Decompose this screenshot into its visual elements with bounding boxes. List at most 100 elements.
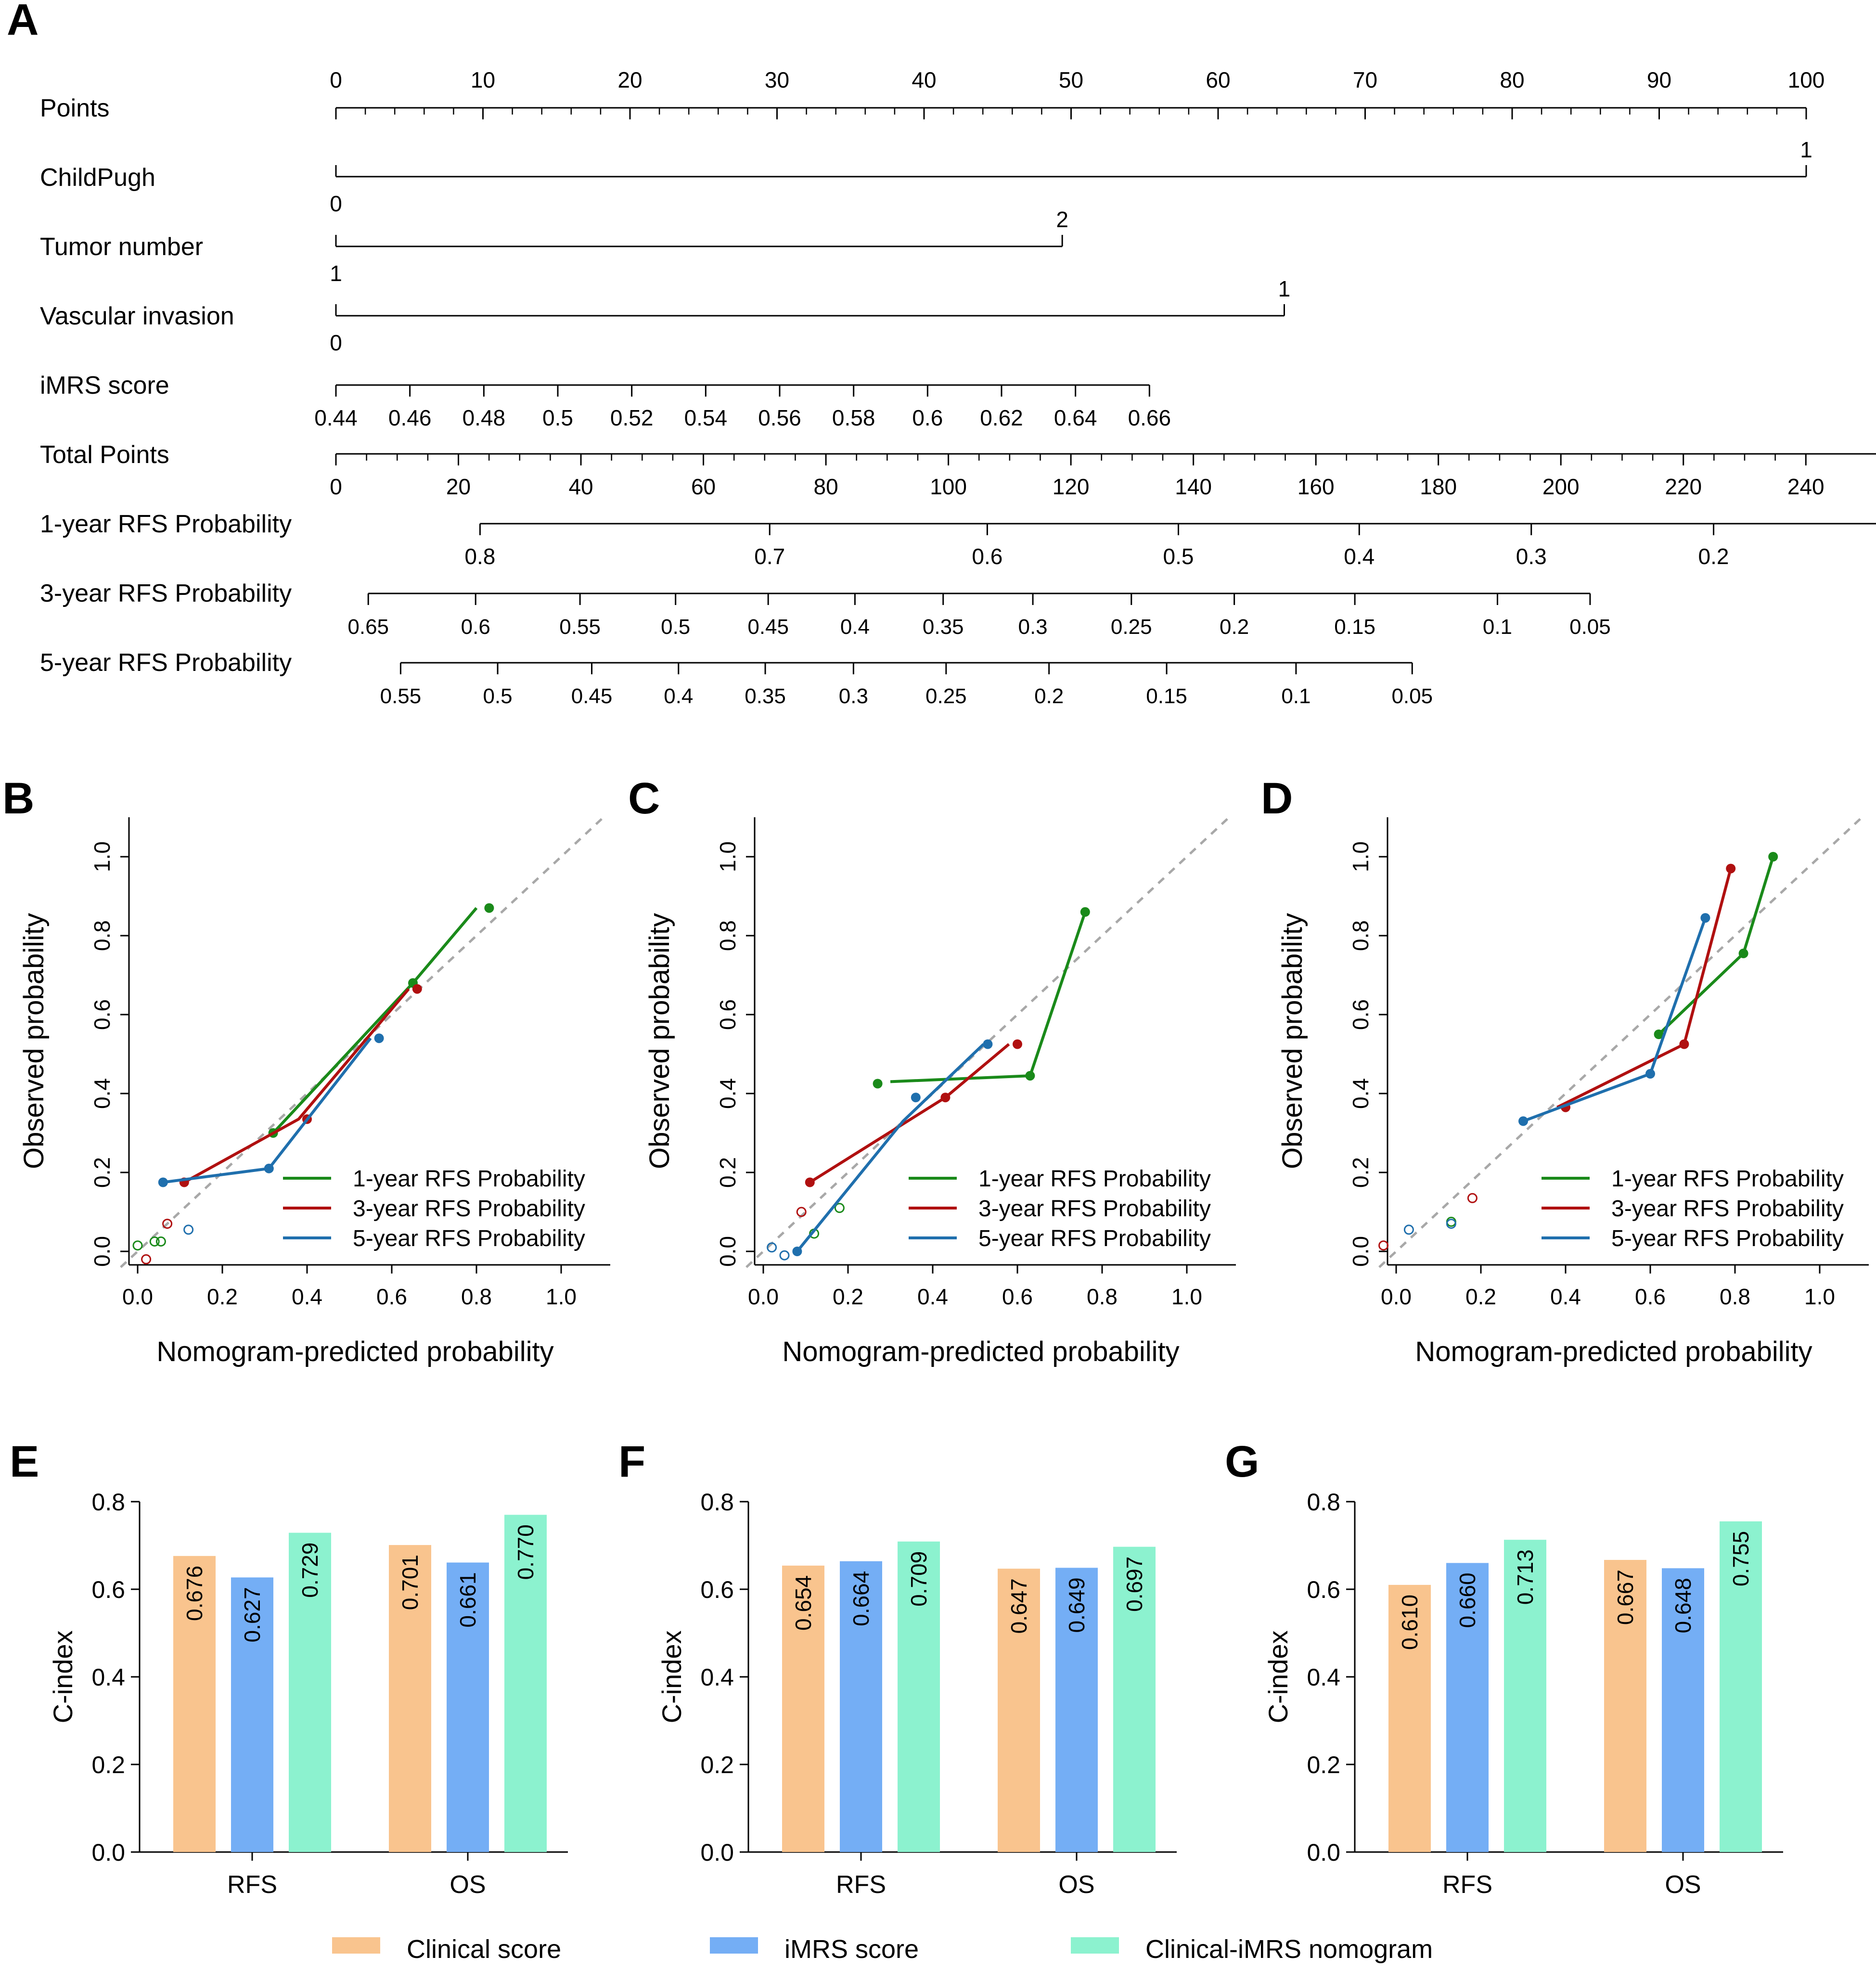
nomogram-tick-label-imrs: 0.64 — [1054, 405, 1097, 430]
x-tick-label: OS — [1058, 1871, 1094, 1899]
nomogram-tick-label-points: 70 — [1353, 67, 1377, 92]
series-point — [1738, 948, 1748, 958]
nomogram-tick-label-imrs: 0.54 — [684, 405, 728, 430]
series-point — [1518, 1116, 1528, 1126]
bar-rfs-2 — [231, 1577, 273, 1852]
nomogram-tick-label-rfs3: 0.25 — [1111, 615, 1152, 639]
series-point — [1645, 1069, 1655, 1079]
nomogram-tick-label-imrs: 0.5 — [542, 405, 573, 430]
y-tick-label: 0.2 — [715, 1157, 740, 1188]
x-tick-label: 0.6 — [1002, 1284, 1033, 1309]
nomogram-tick-label-points: 60 — [1206, 67, 1230, 92]
nomogram-tick-label-rfs3: 0.2 — [1220, 615, 1249, 639]
series-open-point — [796, 1207, 807, 1217]
y-tick-label: 0.2 — [1307, 1751, 1340, 1778]
nomogram-tick-label-vascular: 1 — [1278, 276, 1291, 301]
y-tick-label: 1.0 — [1348, 841, 1373, 872]
x-tick-label: 0.0 — [748, 1284, 779, 1309]
nomogram-row-label-total: Total Points — [40, 441, 169, 469]
nomogram-tick-label-rfs3: 0.6 — [461, 615, 490, 639]
x-tick-label: 0.6 — [376, 1284, 407, 1309]
series-line-2 — [183, 988, 410, 1184]
y-tick-label: 0.8 — [91, 1489, 125, 1516]
series-open-point — [162, 1219, 173, 1229]
x-tick-label: 1.0 — [546, 1284, 577, 1309]
bar-value-label: 0.647 — [1006, 1578, 1031, 1634]
series-open-point — [132, 1240, 143, 1251]
series-open-point — [155, 1236, 166, 1247]
nomogram-tick-label-total: 20 — [446, 474, 471, 499]
bar-value-label: 0.660 — [1455, 1572, 1480, 1628]
y-tick-label: 0.4 — [1307, 1664, 1340, 1691]
bar-value-label: 0.667 — [1613, 1570, 1638, 1625]
nomogram-tick-label-total: 120 — [1053, 474, 1090, 499]
nomogram-row-label-tumor: Tumor number — [40, 233, 203, 261]
ideal-line — [1378, 816, 1863, 1268]
nomogram-tick-label-rfs3: 0.55 — [559, 615, 601, 639]
series-point — [1700, 913, 1710, 923]
nomogram-tick-label-total: 80 — [813, 474, 838, 499]
x-tick-label: RFS — [836, 1871, 886, 1899]
calibration-panel-b: B 0.0 0.2 0.4 0.6 0.8 1.0 0.0 0.2 0.4 0.6 0.8 1.0 Nom… — [2, 774, 610, 1367]
bar-os-2 — [1055, 1568, 1098, 1852]
legend-label-1: 1-year RFS Probability — [353, 1166, 585, 1192]
nomogram-tick-label-rfs5: 0.5 — [483, 684, 512, 708]
x-tick-label: 0.8 — [1720, 1284, 1750, 1309]
nomogram-tick-label-rfs3: 0.35 — [923, 615, 964, 639]
nomogram-tick-label-rfs5: 0.2 — [1034, 684, 1064, 708]
bar-value-label: 0.729 — [297, 1543, 322, 1598]
nomogram-tick-label-imrs: 0.6 — [912, 405, 943, 430]
y-tick-label: 0.4 — [1348, 1078, 1373, 1109]
nomogram-tick-label-rfs3: 0.4 — [840, 615, 870, 639]
nomogram-tick-label-imrs: 0.66 — [1128, 405, 1171, 430]
y-axis-title: C-index — [48, 1631, 78, 1724]
y-axis-title: C-index — [656, 1631, 687, 1724]
series-point — [1080, 907, 1090, 917]
nomogram-tick-label-total: 180 — [1420, 474, 1457, 499]
nomogram-tick-label-total: 100 — [930, 474, 967, 499]
nomogram-tick-label-points: 90 — [1647, 67, 1671, 92]
nomogram-tick-label-total: 200 — [1542, 474, 1580, 499]
bar-value-label: 0.709 — [906, 1551, 931, 1607]
panel-label-d: D — [1261, 774, 1293, 823]
bar-panel-g: G 0.0 0.2 0.4 0.6 0.8 C-index 0.610 0.660 0.713 RF… — [1225, 1437, 1783, 1899]
bar-panel-f: F 0.0 0.2 0.4 0.6 0.8 C-index 0.654 0.664 0.709 RF… — [618, 1437, 1177, 1899]
x-tick-label: OS — [1665, 1871, 1701, 1899]
y-tick-label: 0.2 — [700, 1751, 734, 1778]
nomogram-tick-label-points: 100 — [1788, 67, 1825, 92]
bar-rfs-2 — [840, 1561, 882, 1852]
bar-panel-e: E 0.0 0.2 0.4 0.6 0.8 C-index 0.676 0.627 0.729 RF… — [10, 1437, 568, 1899]
bar-os-2 — [447, 1562, 489, 1852]
x-tick-label: 1.0 — [1804, 1284, 1835, 1309]
legend-label-2: 3-year RFS Probability — [978, 1196, 1211, 1222]
series-point — [983, 1039, 993, 1049]
nomogram-tick-label-imrs: 0.52 — [610, 405, 654, 430]
x-tick-label: 0.4 — [1550, 1284, 1581, 1309]
series-point — [1013, 1039, 1022, 1049]
x-tick-label: 0.2 — [207, 1284, 238, 1309]
series-open-point — [149, 1236, 160, 1247]
x-tick-label: 0.8 — [1087, 1284, 1118, 1309]
bar-rfs-2 — [1446, 1563, 1489, 1852]
x-tick-label: 0.6 — [1635, 1284, 1666, 1309]
y-tick-label: 0.6 — [90, 999, 115, 1030]
bar-rfs-1 — [782, 1565, 824, 1852]
bar-value-label: 0.701 — [398, 1555, 423, 1610]
series-point — [374, 1033, 384, 1043]
series-point — [1679, 1039, 1689, 1049]
legend-label-1: 1-year RFS Probability — [978, 1166, 1211, 1192]
legend-label-2: 3-year RFS Probability — [353, 1196, 585, 1222]
panel-label-a: A — [7, 0, 39, 44]
series-point — [1025, 1071, 1035, 1081]
y-tick-label: 0.2 — [90, 1157, 115, 1188]
series-point — [1654, 1030, 1664, 1039]
bar-value-label: 0.664 — [848, 1571, 874, 1626]
nomogram-tick-label-rfs3: 0.05 — [1569, 615, 1611, 639]
nomogram-tick-label-rfs5: 0.25 — [925, 684, 967, 708]
legend-swatch-1 — [332, 1937, 380, 1954]
series-point — [1768, 852, 1778, 862]
nomogram-tick-label-points: 10 — [471, 67, 495, 92]
nomogram-row-label-rfs1: 1-year RFS Probability — [40, 510, 292, 538]
bar-value-label: 0.627 — [240, 1587, 265, 1642]
legend-label-1: Clinical score — [407, 1935, 561, 1964]
